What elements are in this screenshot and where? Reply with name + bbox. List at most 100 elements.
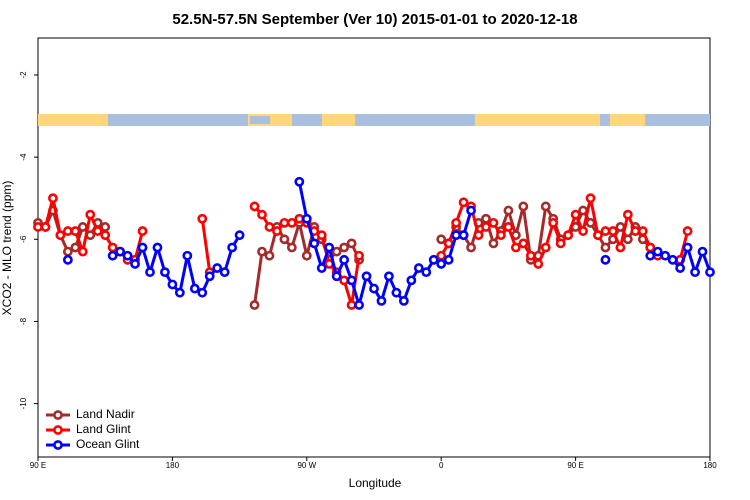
point — [488, 217, 499, 228]
point — [331, 246, 342, 257]
point — [600, 254, 611, 265]
ocean-band — [600, 114, 610, 126]
point — [615, 242, 626, 253]
point — [510, 242, 521, 253]
legend-label: Ocean Glint — [76, 437, 140, 451]
point — [115, 246, 126, 257]
point — [406, 275, 417, 286]
point — [62, 246, 73, 257]
point — [600, 226, 611, 236]
point — [264, 222, 275, 232]
x-tick-label: 0 — [439, 461, 444, 470]
point — [264, 250, 275, 261]
point — [77, 246, 88, 257]
point — [204, 271, 215, 282]
point — [324, 242, 335, 253]
point — [354, 300, 364, 310]
point — [137, 226, 148, 236]
ocean-band — [355, 114, 475, 126]
point — [675, 263, 686, 273]
point — [197, 287, 208, 298]
point — [578, 226, 588, 236]
series — [62, 176, 715, 310]
point — [212, 263, 223, 273]
point — [279, 217, 290, 228]
x-axis-label: Longitude — [349, 476, 402, 490]
point — [488, 238, 499, 249]
x-tick-label: 90 E — [567, 461, 583, 470]
point — [189, 283, 200, 294]
point — [458, 230, 469, 241]
point — [690, 267, 700, 278]
point — [600, 242, 611, 253]
point — [466, 242, 476, 253]
point — [622, 209, 633, 220]
point — [301, 250, 312, 261]
point — [503, 222, 514, 232]
x-tick-label: 180 — [703, 461, 717, 470]
point — [92, 226, 103, 236]
point — [585, 217, 596, 228]
x-tick-label: 90 E — [30, 461, 46, 470]
y-tick-label: -4 — [19, 153, 28, 161]
point — [354, 250, 364, 261]
ocean-band — [250, 116, 270, 124]
point — [257, 246, 267, 257]
point — [548, 217, 559, 228]
point — [443, 254, 454, 265]
point — [182, 250, 193, 261]
point — [70, 242, 81, 253]
point — [585, 193, 596, 204]
point — [62, 254, 73, 265]
point — [481, 222, 491, 232]
point — [369, 283, 379, 294]
point — [637, 226, 648, 236]
point — [570, 209, 581, 220]
legend-marker — [53, 410, 63, 420]
point — [294, 213, 305, 224]
point — [622, 234, 633, 245]
point — [421, 267, 432, 278]
point — [339, 254, 350, 265]
point — [122, 250, 133, 261]
point — [234, 230, 245, 241]
point — [682, 226, 693, 236]
x-tick-label: 180 — [166, 461, 180, 470]
point — [563, 230, 574, 241]
y-tick-label: -6 — [19, 235, 28, 243]
point — [391, 287, 402, 298]
point — [697, 246, 708, 257]
point — [40, 222, 51, 232]
point — [518, 201, 529, 212]
y-tick-label: -8 — [19, 317, 28, 325]
point — [361, 271, 372, 282]
ocean-band — [108, 114, 248, 126]
plot-frame — [37, 37, 711, 458]
point — [33, 222, 43, 232]
point — [145, 267, 155, 278]
point — [55, 230, 66, 241]
point — [473, 230, 484, 241]
point — [152, 242, 163, 253]
legend-marker — [53, 425, 63, 435]
x-tick-label: 90 W — [297, 461, 316, 470]
point — [249, 300, 260, 310]
point — [503, 205, 514, 216]
point — [294, 176, 305, 187]
point — [301, 213, 312, 224]
point — [316, 263, 327, 273]
legend-label: Land Glint — [76, 422, 131, 436]
point — [496, 230, 506, 241]
point — [279, 234, 290, 245]
point — [137, 242, 148, 253]
point — [436, 234, 447, 245]
point — [249, 201, 260, 212]
point — [652, 246, 663, 257]
point — [286, 242, 297, 253]
point — [160, 267, 170, 278]
point — [257, 209, 267, 220]
point — [413, 263, 424, 273]
point — [62, 226, 73, 236]
point — [705, 267, 715, 278]
